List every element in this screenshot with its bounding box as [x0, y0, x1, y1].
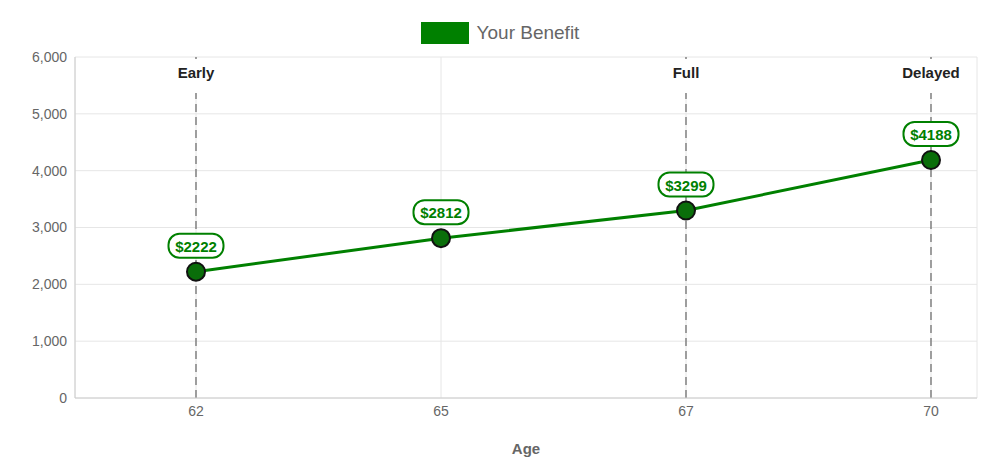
- svg-text:$2812: $2812: [420, 204, 462, 221]
- svg-text:3,000: 3,000: [32, 219, 67, 235]
- svg-text:Full: Full: [673, 64, 700, 81]
- svg-text:67: 67: [678, 403, 694, 419]
- svg-text:$2222: $2222: [175, 238, 217, 255]
- svg-text:62: 62: [188, 403, 204, 419]
- svg-text:0: 0: [59, 390, 67, 406]
- svg-text:$3299: $3299: [665, 177, 707, 194]
- svg-text:$4188: $4188: [910, 126, 952, 143]
- svg-text:1,000: 1,000: [32, 333, 67, 349]
- svg-text:4,000: 4,000: [32, 163, 67, 179]
- svg-text:Early: Early: [178, 64, 215, 81]
- svg-text:5,000: 5,000: [32, 106, 67, 122]
- svg-text:65: 65: [433, 403, 449, 419]
- svg-text:2,000: 2,000: [32, 276, 67, 292]
- svg-text:Delayed: Delayed: [902, 64, 960, 81]
- svg-text:Age: Age: [512, 440, 540, 457]
- svg-text:6,000: 6,000: [32, 49, 67, 65]
- svg-text:70: 70: [923, 403, 939, 419]
- html-text:Your Benefit: Your Benefit: [476, 22, 580, 43]
